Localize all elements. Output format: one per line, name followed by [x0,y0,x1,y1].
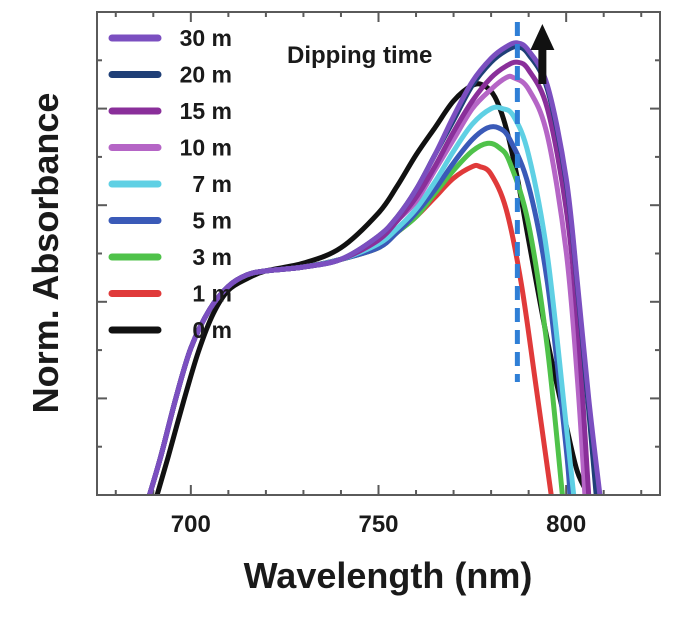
dipping-time-label: Dipping time [287,42,432,69]
legend-label-0m: 0 m [192,317,232,343]
legend-label-20m: 20 m [180,62,232,88]
x-tick-label: 700 [171,511,211,538]
legend-label-7m: 7 m [192,171,232,197]
legend-label-5m: 5 m [192,208,232,234]
legend-label-3m: 3 m [192,244,232,270]
legend-label-15m: 15 m [180,98,232,124]
legend-label-10m: 10 m [180,135,232,161]
x-axis-title: Wavelength (nm) [244,555,533,596]
legend-label-30m: 30 m [180,25,232,51]
x-tick-label: 800 [546,511,586,538]
legend-label-1m: 1 m [192,281,232,307]
y-axis-title: Norm. Absorbance [25,93,66,414]
x-tick-label: 750 [358,511,398,538]
